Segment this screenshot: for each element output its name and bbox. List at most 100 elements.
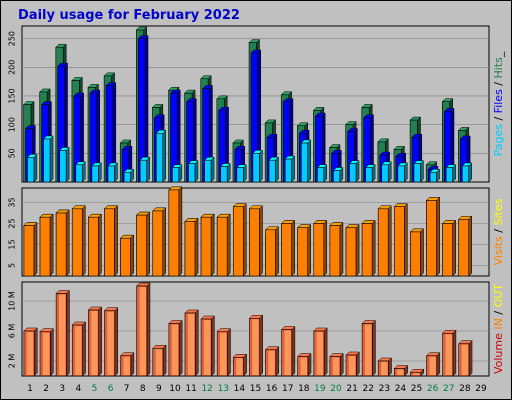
bar-pages-day-11 bbox=[187, 160, 199, 183]
bar-sites-day-20-side bbox=[339, 221, 344, 277]
x-tick-label-day-12: 12 bbox=[201, 384, 212, 394]
bar-volume-inner-day-8 bbox=[139, 287, 146, 375]
bar-volume-day-26-side bbox=[436, 352, 441, 377]
bar-sites-day-24 bbox=[393, 203, 408, 277]
bar-sites-day-22-side bbox=[371, 219, 376, 277]
y-tick-label: 150 bbox=[8, 88, 17, 103]
bar-pages-day-18-front bbox=[300, 142, 308, 183]
x-tick-label-day-22: 22 bbox=[362, 384, 373, 394]
bar-pages-day-2 bbox=[42, 135, 54, 183]
bar-volume-day-11-side bbox=[195, 309, 199, 377]
bar-pages-day-16-side bbox=[275, 156, 279, 183]
x-tick-label-day-3: 3 bbox=[59, 384, 65, 394]
bar-sites-day-19-front bbox=[313, 223, 325, 277]
bar-volume-inner-day-4 bbox=[75, 326, 82, 375]
bar-pages-day-5 bbox=[91, 162, 102, 183]
bar-pages-day-11-side bbox=[194, 160, 199, 183]
bar-pages-day-17 bbox=[284, 155, 296, 183]
bar-pages-day-22 bbox=[365, 164, 376, 183]
bar-pages-day-25 bbox=[413, 160, 425, 183]
bar-sites-day-4-side bbox=[81, 205, 86, 277]
bar-sites-day-15-front bbox=[249, 208, 260, 277]
bar-pages-day-10-front bbox=[172, 167, 180, 183]
y-tick-label: 10 M bbox=[8, 291, 17, 311]
x-tick-label-day-21: 21 bbox=[346, 384, 357, 394]
bar-sites-day-11-side bbox=[194, 217, 199, 277]
bar-pages-day-28-front bbox=[461, 165, 470, 183]
bar-pages-day-11-front bbox=[188, 163, 196, 183]
bar-volume-day-9-side bbox=[162, 344, 167, 377]
y-tick-label: 15 bbox=[8, 239, 17, 249]
bar-volume-day-3-side bbox=[66, 289, 70, 377]
y-tick-label: 25 bbox=[8, 218, 17, 228]
bar-volume-day-28-side bbox=[468, 340, 473, 377]
bar-pages-day-20 bbox=[332, 166, 344, 183]
panel-volume: 2 M 6 M 10 M bbox=[8, 281, 490, 377]
bar-pages-day-8-front bbox=[139, 159, 147, 183]
bar-sites-day-11-front bbox=[184, 221, 196, 277]
bar-sites-day-9-side bbox=[162, 207, 166, 277]
bar-sites-day-16-front bbox=[265, 229, 276, 277]
chart-panels: 50 100 150 200 250 5 15 25 35 2 M 6 M 10 M bbox=[8, 25, 490, 377]
x-tick-label-day-28: 28 bbox=[459, 384, 471, 394]
bar-pages-day-10 bbox=[171, 164, 183, 183]
chart-title: Daily usage for February 2022 bbox=[18, 8, 240, 23]
bar-pages-day-16 bbox=[268, 156, 280, 183]
bar-sites-day-14-front bbox=[232, 206, 244, 277]
bar-volume-day-8-side bbox=[146, 282, 151, 377]
bar-volume-day-19-side bbox=[323, 327, 328, 377]
bar-sites-day-19 bbox=[313, 219, 328, 277]
bar-volume-inner-day-7 bbox=[123, 356, 130, 375]
bar-pages-day-18 bbox=[300, 139, 312, 183]
bar-pages-day-20-front bbox=[333, 170, 341, 183]
x-tick-label-day-8: 8 bbox=[140, 384, 146, 394]
side-label-top: Pages / Files / Hits_ bbox=[492, 51, 505, 156]
bar-pages-day-4 bbox=[75, 161, 86, 183]
side-label-middle-part: / bbox=[492, 225, 505, 236]
bar-pages-day-8 bbox=[139, 156, 151, 183]
x-tick-label-day-25: 25 bbox=[411, 384, 422, 394]
bar-pages-day-9-front bbox=[156, 132, 164, 183]
bar-pages-day-19 bbox=[316, 164, 328, 183]
bar-sites-day-14 bbox=[232, 203, 247, 277]
bar-pages-day-25-side bbox=[420, 160, 424, 183]
bar-sites-day-19-side bbox=[323, 219, 328, 277]
bar-volume-inner-day-25 bbox=[413, 373, 420, 375]
bar-volume-day-14-side bbox=[243, 353, 247, 377]
bar-sites-day-26-side bbox=[436, 196, 440, 277]
x-tick-label-day-5: 5 bbox=[92, 384, 98, 394]
bar-pages-day-21-front bbox=[349, 163, 357, 183]
bar-sites-day-7 bbox=[119, 234, 135, 277]
bar-sites-day-2 bbox=[39, 213, 54, 277]
bar-sites-day-8 bbox=[136, 211, 151, 277]
bar-pages-day-4-front bbox=[75, 164, 83, 183]
bar-volume-day-6-side bbox=[114, 307, 119, 377]
x-tick-label-day-11: 11 bbox=[185, 384, 196, 394]
bar-pages-day-13-front bbox=[220, 166, 228, 183]
bar-sites-day-10-side bbox=[178, 186, 183, 277]
y-tick-label: 250 bbox=[8, 31, 17, 46]
x-tick-label-day-20: 20 bbox=[330, 384, 342, 394]
bar-sites-day-27-front bbox=[442, 223, 453, 277]
bar-pages-day-17-side bbox=[291, 155, 295, 183]
bar-volume-inner-day-10 bbox=[171, 324, 179, 375]
bar-sites-day-13-side bbox=[226, 213, 231, 277]
bar-sites-day-1-front bbox=[23, 225, 35, 277]
bar-volume-inner-day-17 bbox=[284, 330, 291, 375]
side-label-top-part: / bbox=[492, 78, 505, 89]
bar-sites-day-23-side bbox=[387, 205, 392, 277]
bar-pages-day-3-front bbox=[59, 150, 67, 183]
bar-pages-day-28 bbox=[461, 162, 473, 183]
bar-sites-day-5-side bbox=[98, 213, 102, 277]
bar-pages-day-27 bbox=[445, 164, 457, 183]
bar-sites-day-28-side bbox=[468, 215, 472, 277]
bar-pages-day-23-front bbox=[381, 164, 389, 183]
bar-pages-day-12 bbox=[204, 156, 215, 183]
bar-volume-day-21-side bbox=[356, 351, 360, 377]
bar-volume-day-7-side bbox=[130, 352, 135, 377]
bar-sites-day-2-front bbox=[39, 216, 51, 277]
bar-pages-day-24-front bbox=[397, 165, 405, 183]
bar-pages-day-3 bbox=[59, 146, 70, 183]
x-tick-label-day-1: 1 bbox=[27, 384, 33, 394]
bar-volume-inner-day-14 bbox=[236, 358, 243, 375]
